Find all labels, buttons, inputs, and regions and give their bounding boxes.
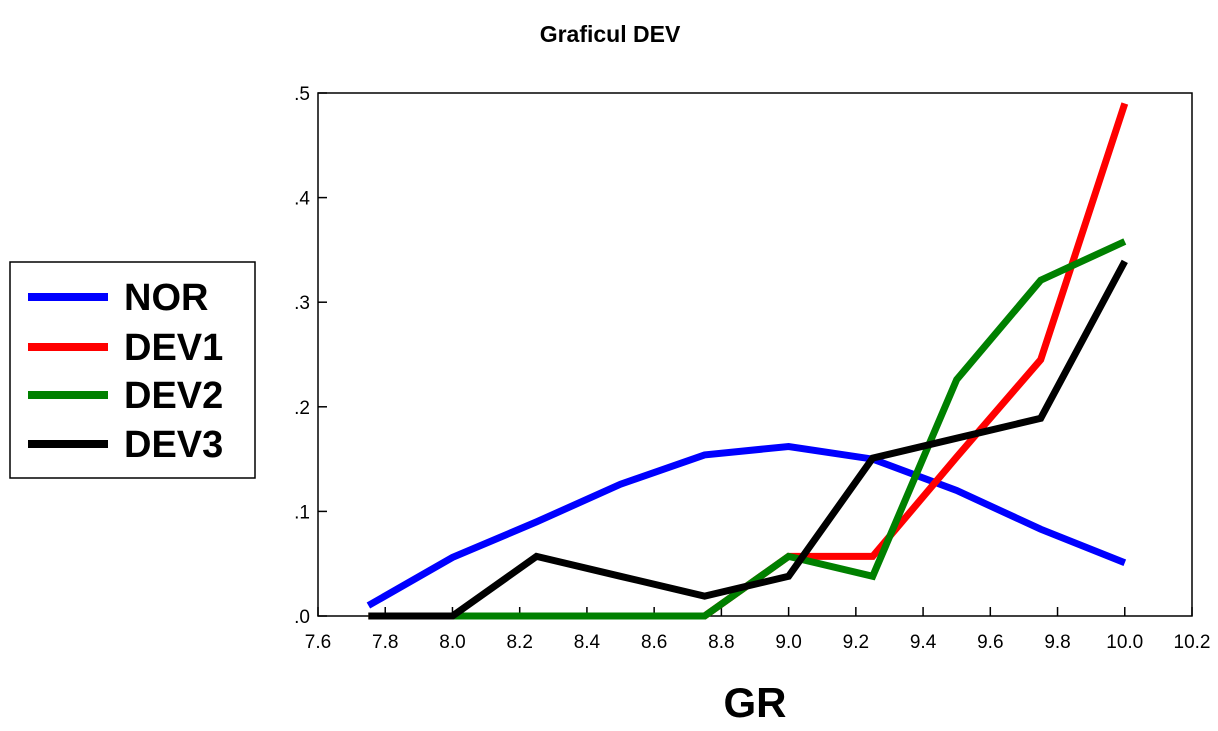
series-line-dev3 <box>368 259 1128 620</box>
x-tick-label: 8.8 <box>708 632 734 653</box>
x-tick-label: 7.8 <box>372 632 398 653</box>
legend-label-dev1: DEV1 <box>124 327 223 369</box>
legend-label-dev2: DEV2 <box>124 375 223 417</box>
y-tick-label: .1 <box>294 502 310 523</box>
x-tick-label: 9.0 <box>775 632 801 653</box>
x-tick-label: 8.0 <box>439 632 465 653</box>
series-lines <box>366 102 1129 620</box>
x-tick-label: 9.8 <box>1044 632 1070 653</box>
x-tick-label: 10.0 <box>1106 632 1143 653</box>
y-tick-label: .3 <box>294 293 310 314</box>
y-tick-label: .0 <box>294 607 310 628</box>
series-line-nor <box>366 442 1127 609</box>
x-tick-label: 7.6 <box>305 632 331 653</box>
x-tick-label: 9.4 <box>910 632 937 653</box>
legend: NOR DEV1 DEV2 DEV3 <box>9 261 256 479</box>
y-tick-label: .5 <box>294 84 310 105</box>
x-tick-label: 8.4 <box>574 632 601 653</box>
x-tick-label: 9.2 <box>843 632 869 653</box>
legend-label-nor: NOR <box>124 277 208 319</box>
series-line-dev1 <box>368 102 1129 620</box>
y-axis: .0 .1 .2 .3 .4 .5 <box>294 84 327 628</box>
legend-label-dev3: DEV3 <box>124 424 223 466</box>
x-tick-label: 9.6 <box>977 632 1003 653</box>
plot-area-frame <box>317 92 1193 617</box>
y-tick-label: .4 <box>294 189 310 210</box>
x-tick-label: 8.6 <box>641 632 667 653</box>
x-axis-label: GR <box>724 679 787 726</box>
y-tick-label: .2 <box>294 398 310 419</box>
x-tick-label: 10.2 <box>1174 632 1211 653</box>
x-axis: 7.6 7.8 8.0 8.2 8.4 8.6 8.8 9.0 9.2 9.4 9.6 9.8 10.0… <box>305 607 1211 653</box>
x-tick-label: 8.2 <box>506 632 532 653</box>
chart-title: Graficul DEV <box>540 21 681 47</box>
